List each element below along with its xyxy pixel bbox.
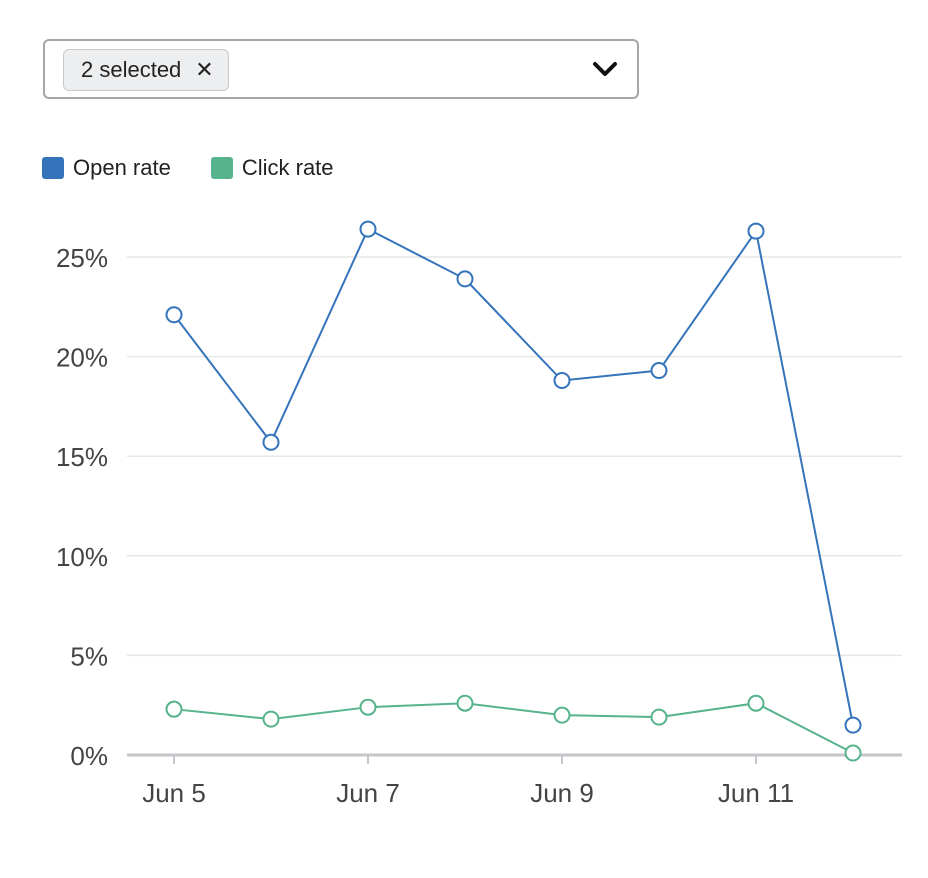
data-point [553,372,571,390]
data-point [456,270,474,288]
y-tick-label: 15% [56,442,108,472]
x-tick-label: Jun 5 [142,778,206,808]
data-point [262,433,280,451]
data-point [359,698,377,716]
data-point [553,706,571,724]
y-tick-label: 0% [70,741,108,771]
data-point [456,694,474,712]
data-point [650,708,668,726]
chevron-down-icon[interactable] [591,57,619,81]
data-point [844,716,862,734]
x-tick-label: Jun 9 [530,778,594,808]
data-point [650,362,668,380]
data-point [747,222,765,240]
selected-chip: 2 selected ✕ [63,49,229,91]
y-tick-label: 20% [56,343,108,373]
y-tick-label: 25% [56,243,108,273]
series-line-open-rate [173,227,854,726]
y-tick-label: 10% [56,542,108,572]
series-line-click-rate [173,702,854,754]
legend-swatch-click-rate [210,157,233,179]
chip-label: 2 selected [81,57,182,82]
legend-swatch-open-rate [42,157,64,179]
x-tick-label: Jun 11 [718,778,794,808]
x-tick-label: Jun 7 [336,778,400,808]
series-multiselect[interactable]: 2 selected ✕ [43,39,639,99]
legend-item-click-rate[interactable]: Click rate [210,155,334,181]
data-point [844,744,862,762]
legend-label: Open rate [73,155,171,180]
data-point [262,710,280,728]
legend: Open rate Click rate [42,155,334,181]
legend-label: Click rate [241,155,334,180]
y-tick-label: 5% [70,641,108,671]
close-icon[interactable]: ✕ [195,57,214,82]
data-point [165,306,183,324]
data-point [747,694,765,712]
legend-item-open-rate[interactable]: Open rate [42,155,171,181]
data-point [165,700,183,718]
data-point [359,220,377,238]
